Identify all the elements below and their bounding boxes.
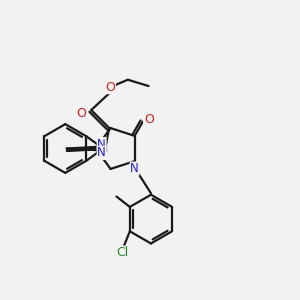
Text: O: O [106,81,115,94]
Text: N: N [97,146,106,159]
Text: Cl: Cl [116,246,128,259]
Text: N: N [130,162,139,175]
Text: O: O [76,106,86,119]
Text: O: O [144,113,154,126]
Text: N: N [97,138,106,151]
